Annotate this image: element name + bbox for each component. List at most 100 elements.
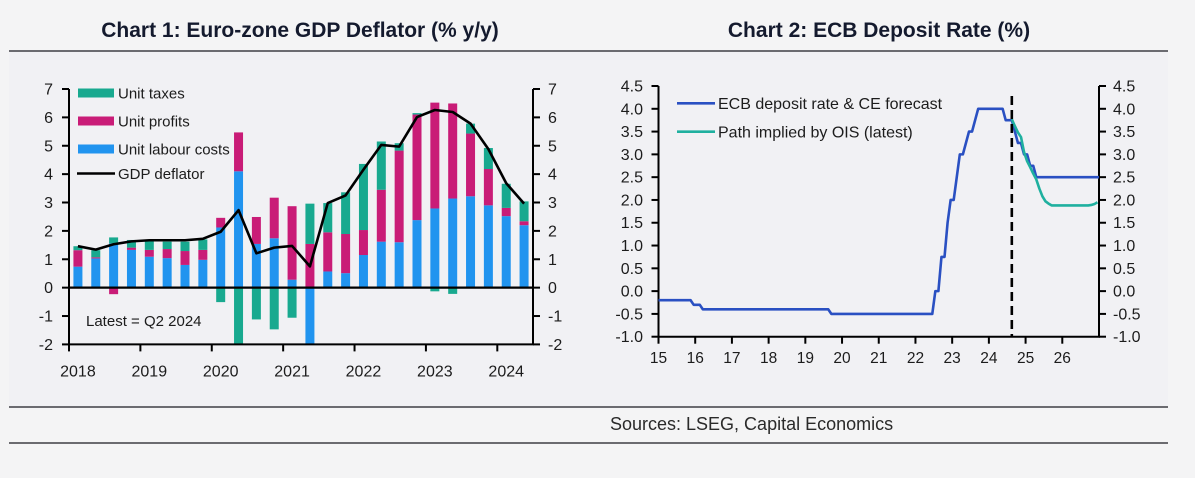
y-tick-label-left: 4.0	[621, 101, 643, 118]
x-tick-label: 2024	[488, 364, 524, 381]
bar-unit-labour-costs	[430, 208, 440, 288]
x-tick-label: 24	[980, 350, 998, 367]
bar-unit-profits	[466, 133, 476, 197]
bar-unit-taxes	[144, 239, 154, 250]
bar-unit-profits	[73, 250, 83, 267]
bar-unit-taxes	[430, 287, 440, 292]
y-tick-label-left: 3	[44, 195, 53, 212]
bar-unit-taxes	[216, 287, 226, 303]
bar-unit-profits	[109, 287, 119, 295]
bar-unit-profits	[376, 189, 386, 242]
bar-unit-labour-costs	[162, 258, 172, 288]
bar-unit-labour-costs	[448, 198, 458, 288]
bar-unit-taxes	[376, 141, 386, 190]
bar-unit-taxes	[483, 148, 493, 170]
bar-unit-taxes	[109, 237, 119, 244]
bar-unit-profits	[341, 234, 351, 274]
legend-item-path-implied-by-ois-latest: Path implied by OIS (latest)	[677, 125, 913, 142]
y-tick-label-right: 4.5	[1113, 79, 1135, 96]
legend-label: Unit profits	[118, 113, 190, 130]
legend-label: Path implied by OIS (latest)	[718, 125, 913, 142]
bar-unit-labour-costs	[412, 220, 422, 288]
bar-unit-labour-costs	[73, 266, 83, 288]
bar-unit-profits	[358, 230, 368, 256]
bar-unit-profits	[234, 132, 244, 172]
bar-unit-profits	[287, 206, 297, 280]
bar-unit-profits	[162, 249, 172, 259]
x-tick-label: 15	[650, 350, 667, 367]
legend-item-unit-labour-costs: Unit labour costs	[78, 141, 230, 158]
bar-unit-labour-costs	[109, 243, 119, 288]
x-tick-label: 26	[1054, 350, 1071, 367]
legend-item-gdp-deflator: GDP deflator	[77, 166, 204, 183]
y-tick-label-right: -0.5	[1113, 306, 1141, 323]
legend-item-unit-taxes: Unit taxes	[78, 85, 185, 102]
bar-unit-profits	[430, 102, 440, 209]
footer-divider-top	[9, 406, 1168, 408]
bar-unit-taxes	[180, 241, 190, 252]
chart1-title: Chart 1: Euro-zone GDP Deflator (% y/y)	[101, 19, 499, 42]
y-tick-label-right: 4.0	[1113, 101, 1135, 118]
bar-unit-taxes	[519, 201, 529, 222]
chart1-legend: Unit taxes Unit profits Unit labour costs G…	[77, 85, 230, 183]
bar-unit-taxes	[305, 203, 315, 244]
sources-note: Sources: LSEG, Capital Economics	[610, 414, 894, 434]
bar-unit-taxes	[466, 123, 476, 134]
bar-unit-profits	[323, 232, 333, 272]
y-tick-label-left: -1.0	[615, 329, 643, 346]
bar-unit-labour-costs	[198, 259, 208, 288]
bar-unit-taxes	[91, 250, 101, 258]
bar-unit-profits	[269, 197, 279, 239]
x-tick-label: 2019	[132, 364, 168, 381]
y-tick-label-left: -1	[39, 309, 53, 326]
y-tick-label-right: -2	[548, 337, 562, 354]
bar-unit-profits	[126, 247, 136, 250]
x-tick-label: 2023	[417, 364, 453, 381]
bar-unit-taxes	[448, 287, 458, 294]
x-tick-label: 25	[1017, 350, 1034, 367]
bar-unit-taxes	[323, 203, 333, 233]
bar-unit-profits	[251, 216, 261, 244]
bar-unit-profits	[501, 207, 511, 217]
legend-item-unit-profits: Unit profits	[78, 113, 190, 130]
y-tick-label-right: -1	[548, 309, 562, 326]
bar-unit-labour-costs	[91, 258, 101, 288]
bar-unit-profits	[144, 249, 154, 257]
bar-unit-profits	[216, 217, 226, 228]
y-tick-label-right: 0	[548, 280, 557, 297]
x-tick-label: 20	[833, 350, 851, 367]
bar-unit-profits	[483, 169, 493, 206]
x-tick-label: 2022	[346, 364, 382, 381]
bar-unit-taxes	[198, 239, 208, 250]
bar-unit-taxes	[73, 246, 83, 251]
bar-unit-labour-costs	[234, 171, 244, 288]
bar-unit-labour-costs	[144, 256, 154, 288]
bar-unit-taxes	[234, 287, 244, 345]
legend-item-ecb-deposit-rate-ce-forecast: ECB deposit rate & CE forecast	[677, 96, 943, 113]
y-tick-label-right: 1.0	[1113, 238, 1135, 255]
latest-annotation: Latest = Q2 2024	[86, 313, 202, 330]
y-tick-label-left: 3.5	[621, 124, 643, 141]
bar-unit-taxes	[251, 287, 261, 320]
y-tick-label-right: -1.0	[1113, 329, 1141, 346]
bar-unit-labour-costs	[126, 249, 136, 288]
bar-unit-labour-costs	[358, 255, 368, 288]
y-tick-label-left: -0.5	[615, 306, 643, 323]
line-path-implied-by-ois-latest	[1010, 118, 1099, 207]
y-tick-label-left: 0.5	[621, 261, 643, 278]
y-tick-label-right: 3	[548, 195, 557, 212]
bar-unit-profits	[180, 251, 190, 265]
chart2-lines	[658, 107, 1099, 316]
y-tick-label-right: 2.0	[1113, 192, 1135, 209]
x-tick-label: 2018	[60, 364, 96, 381]
bar-unit-labour-costs	[466, 196, 476, 288]
bar-unit-taxes	[412, 113, 422, 115]
y-tick-label-right: 6	[548, 110, 557, 127]
legend-label: GDP deflator	[118, 166, 204, 183]
y-tick-label-left: 2.0	[621, 192, 643, 209]
bar-unit-profits	[412, 114, 422, 221]
bar-unit-labour-costs	[216, 227, 226, 288]
legend-label: Unit taxes	[118, 85, 185, 102]
bar-unit-labour-costs	[251, 243, 261, 288]
